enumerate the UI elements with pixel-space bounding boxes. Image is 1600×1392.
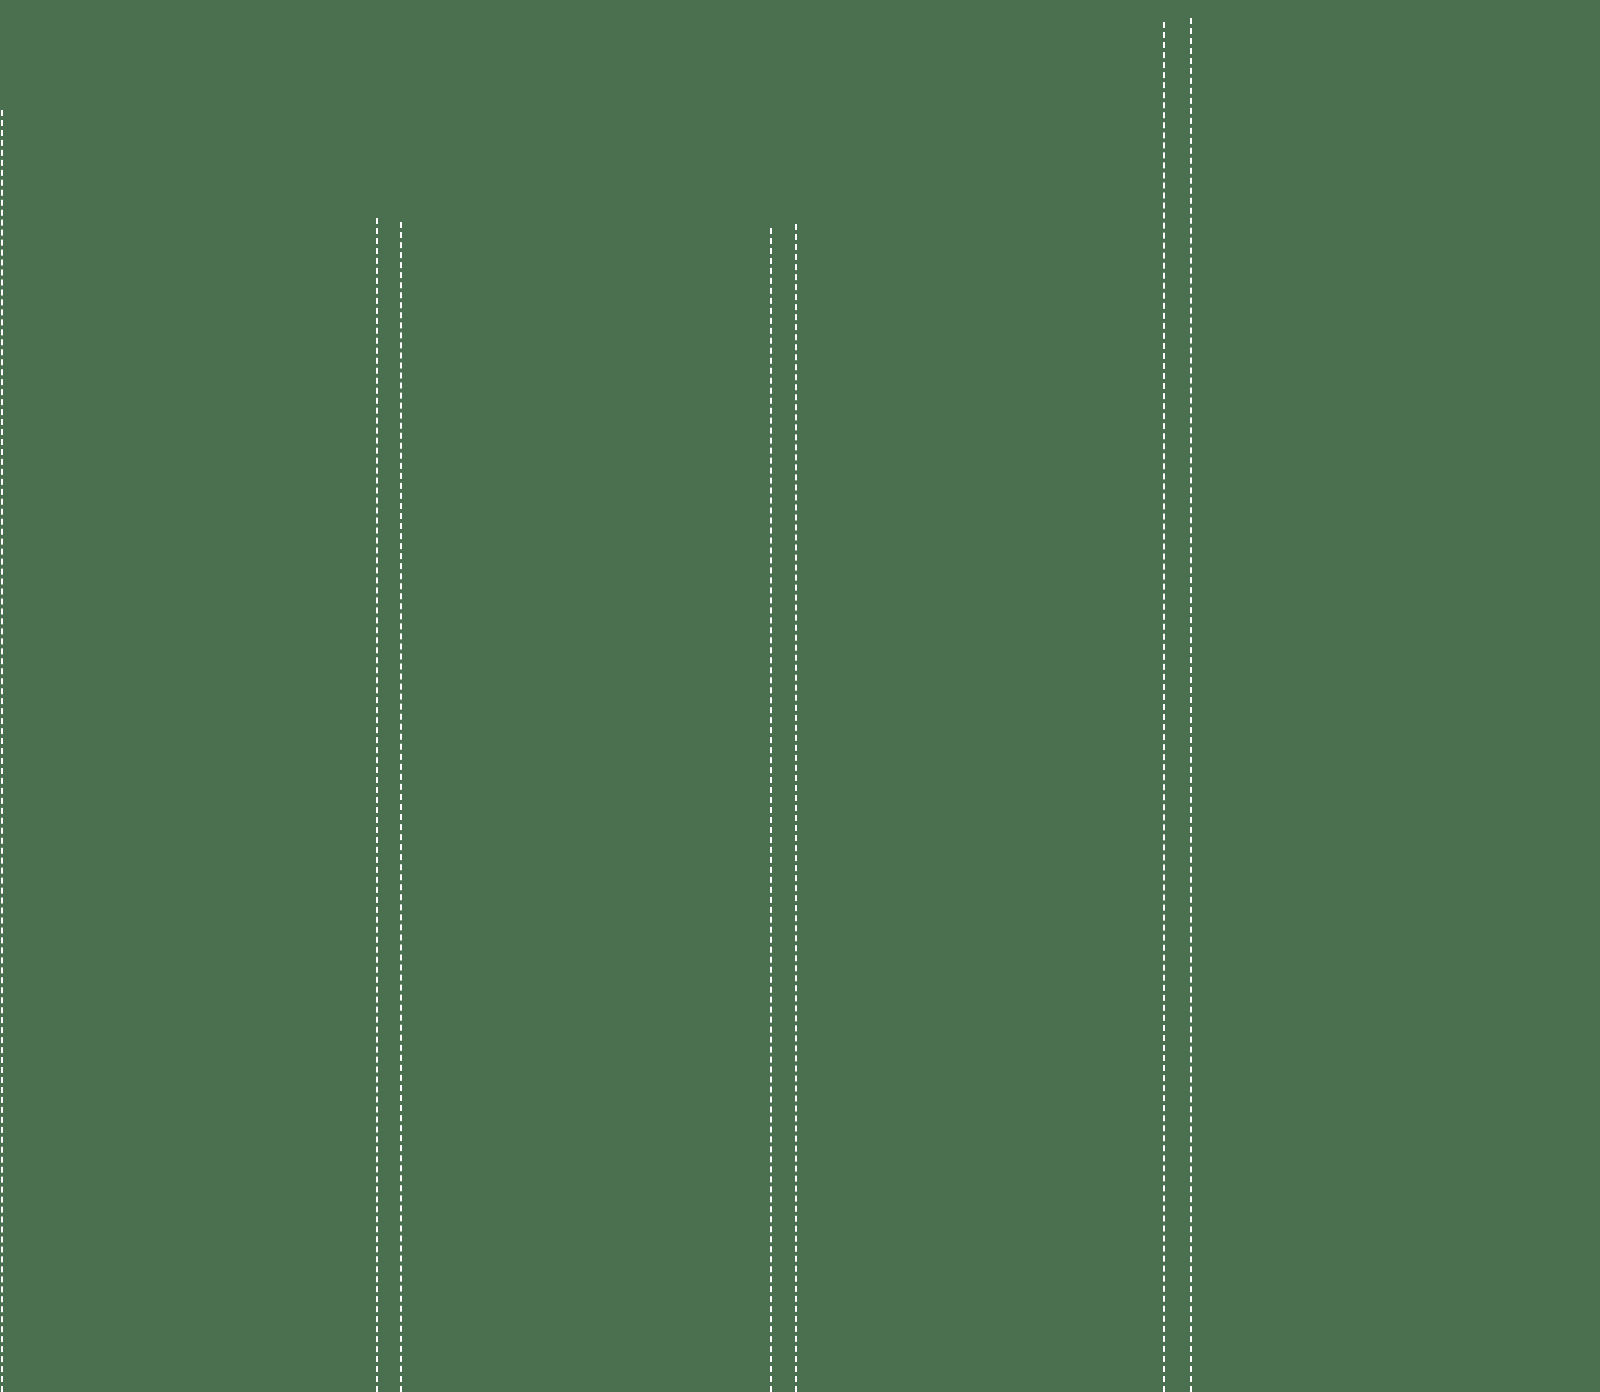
left-edge-guide-line-1 xyxy=(1,110,3,1392)
guide-pair-2-line-1 xyxy=(770,228,772,1392)
guide-pair-2-line-2 xyxy=(795,224,797,1392)
guide-pair-1-line-2 xyxy=(400,222,402,1392)
guide-pair-3-line-1 xyxy=(1163,22,1165,1392)
guide-pair-3-line-2 xyxy=(1190,18,1192,1392)
guide-pair-1-line-1 xyxy=(376,218,378,1392)
